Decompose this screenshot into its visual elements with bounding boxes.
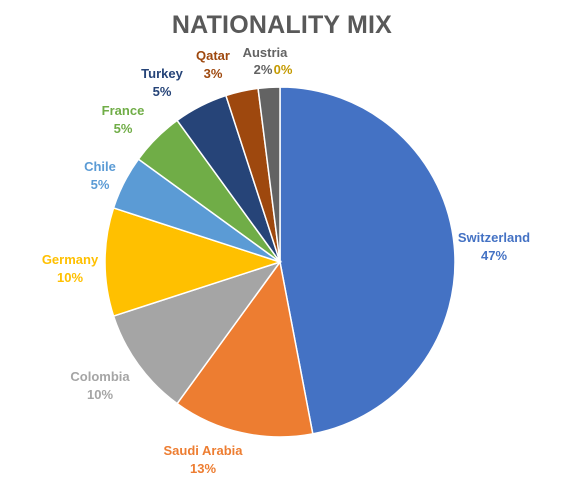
slice-label-name-germany: Germany: [42, 252, 99, 267]
slice-label-value-qatar: 3%: [204, 66, 223, 81]
slice-label-name-saudi-arabia: Saudi Arabia: [164, 443, 244, 458]
slice-label-name-switzerland: Switzerland: [458, 230, 530, 245]
slice-labels: Switzerland 47% Saudi Arabia 13% Colombia 10%…: [42, 45, 530, 476]
pie-slice-colombia: [112, 260, 282, 405]
chart-title: NATIONALITY MIX: [172, 11, 392, 39]
slice-label-value-turkey: 5%: [153, 84, 172, 99]
slice-label-value-austria: 2%: [254, 62, 273, 77]
slice-label-value-colombia: 10%: [87, 387, 113, 402]
slice-label-value-switzerland: 47%: [481, 248, 507, 263]
pie-slice-switzerland: [279, 86, 456, 435]
slice-label-name-chile: Chile: [84, 159, 116, 174]
slice-label-value-france: 5%: [114, 121, 133, 136]
slice-label-name-france: France: [102, 103, 145, 118]
pie-slice-saudi-arabia: [176, 260, 314, 438]
pie-slices: [104, 86, 456, 438]
pie-slice-germany: [104, 206, 283, 318]
slice-label-name-colombia: Colombia: [70, 369, 130, 384]
pie-slice-austria: [257, 86, 281, 263]
slice-label-value-chile: 5%: [91, 177, 110, 192]
slice-label-name-turkey: Turkey: [141, 66, 183, 81]
slice-label-name-austria: Austria: [243, 45, 289, 60]
slice-label-value-germany: 10%: [57, 270, 83, 285]
slice-label-value-saudi-arabia: 13%: [190, 461, 216, 476]
slice-label-name-qatar: Qatar: [196, 48, 230, 63]
slice-label-value-zero: 0%: [274, 62, 293, 77]
